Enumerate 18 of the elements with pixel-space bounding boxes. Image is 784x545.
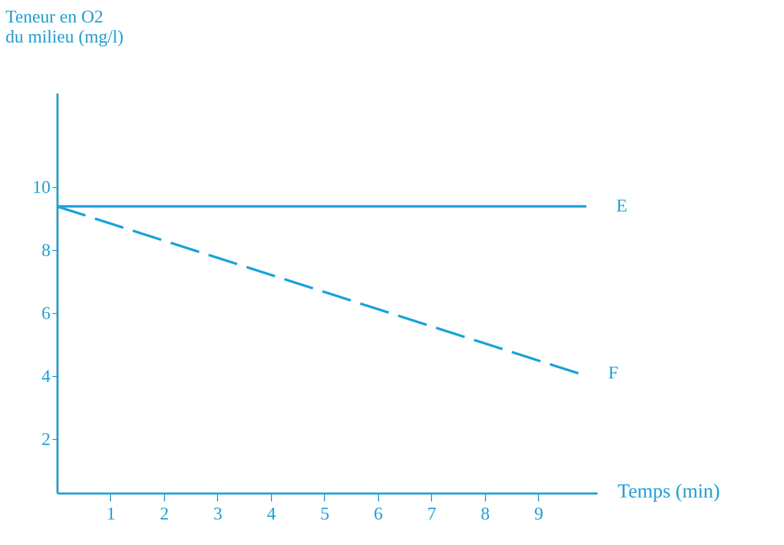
x-tick-label: 1 [106, 504, 116, 524]
series-label: E [616, 195, 628, 216]
x-tick-label: 8 [480, 504, 490, 524]
x-axis-title: Temps (min) [618, 480, 720, 502]
x-tick-label: 2 [160, 504, 169, 524]
series-label: F [608, 362, 618, 382]
y-tick-label: 10 [32, 176, 50, 197]
y-axis-title: Teneur en O2 du milieu (mg/l) [6, 6, 124, 46]
x-tick-label: 4 [266, 504, 276, 524]
y-tick-label: 6 [42, 302, 50, 323]
x-tick-label: 5 [320, 504, 330, 524]
y-tick-label: 8 [42, 240, 50, 260]
x-tick-label: 9 [534, 504, 544, 524]
x-tick-label: 6 [374, 504, 383, 524]
y-tick-label: 2 [42, 428, 50, 449]
y-tick-label: 4 [42, 366, 50, 386]
x-tick-label: 7 [427, 504, 436, 524]
x-tick-label: 3 [213, 504, 222, 524]
